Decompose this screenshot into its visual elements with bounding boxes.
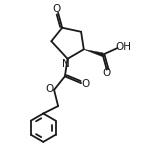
Polygon shape <box>84 49 103 57</box>
Text: O: O <box>82 79 90 89</box>
Text: O: O <box>53 4 61 15</box>
Text: N: N <box>62 58 69 69</box>
Text: O: O <box>103 68 111 78</box>
Text: O: O <box>45 84 53 94</box>
Text: OH: OH <box>115 42 131 52</box>
